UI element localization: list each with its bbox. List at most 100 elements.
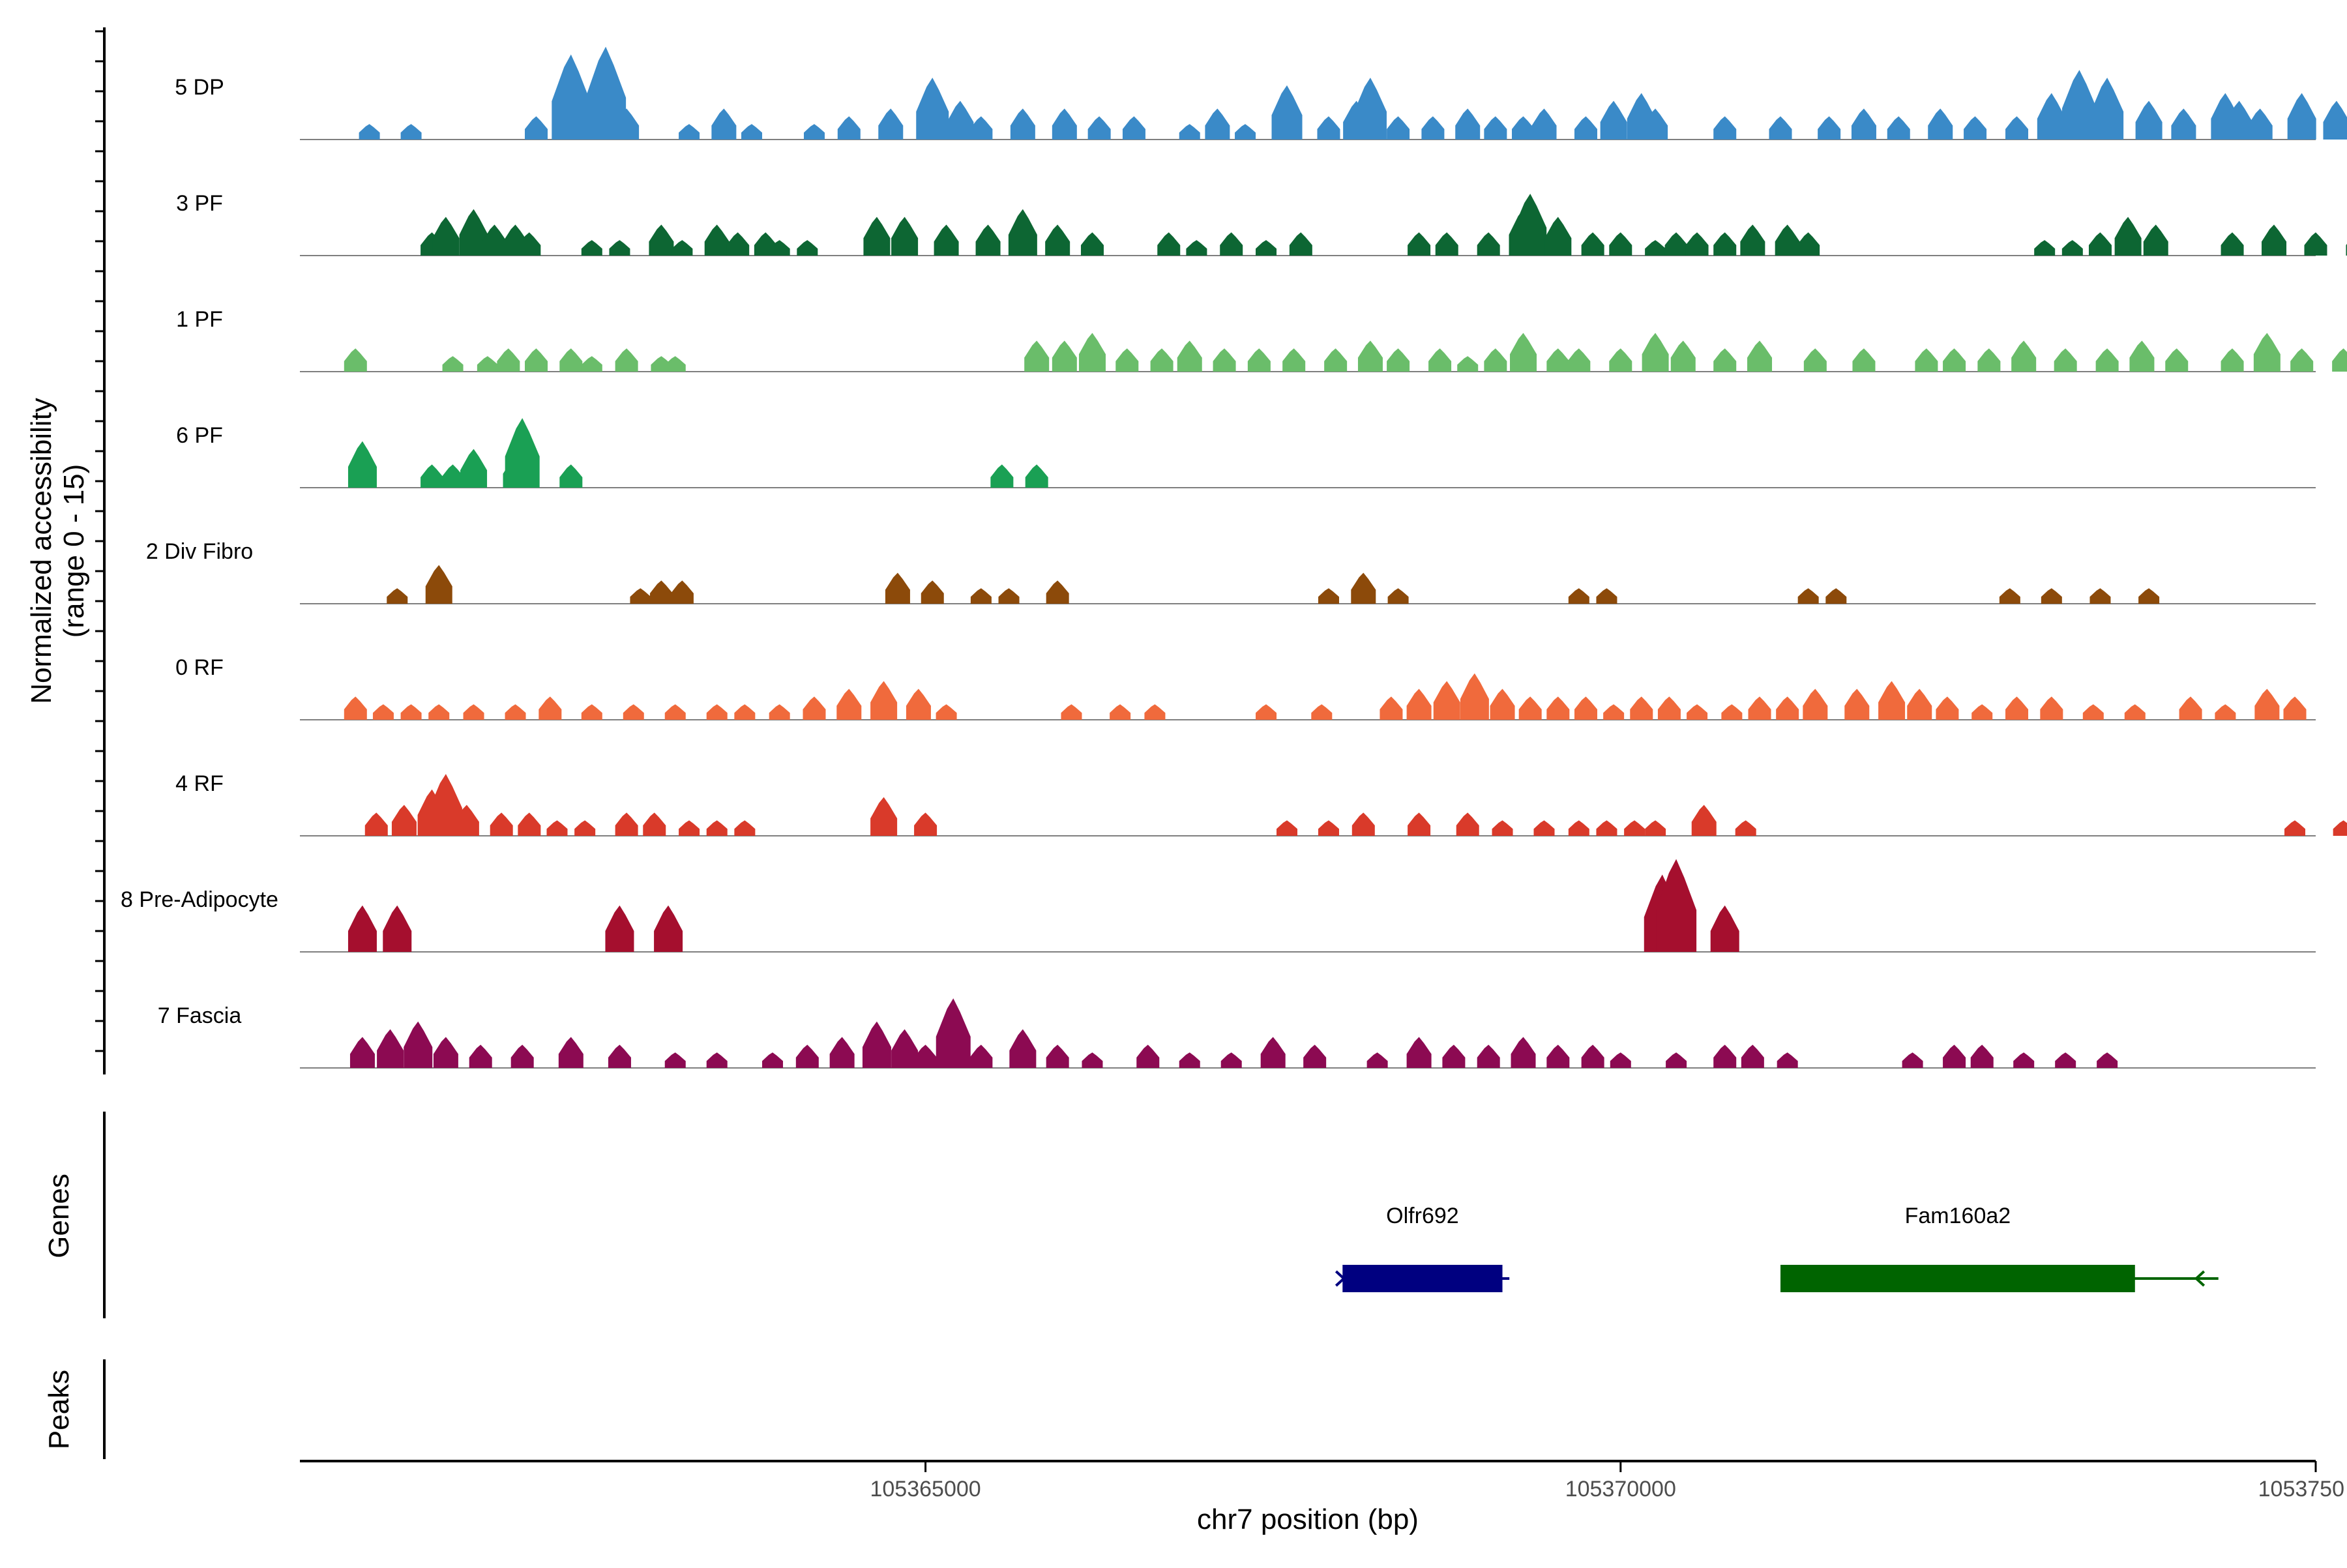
coverage-peak bbox=[1087, 116, 1111, 140]
coverage-peak bbox=[649, 580, 673, 604]
coverage-peak bbox=[1150, 348, 1174, 372]
strand-arrow bbox=[1335, 1270, 1346, 1287]
coverage-peak bbox=[1428, 348, 1452, 372]
coverage-peak bbox=[1776, 696, 1799, 720]
track-7-fascia: 7 Fascia bbox=[158, 998, 2316, 1069]
coverage-peak bbox=[649, 224, 674, 256]
coverage-peak bbox=[2061, 240, 2083, 256]
coverage-peak bbox=[2124, 704, 2146, 720]
coverage-peak bbox=[1936, 696, 1959, 720]
coverage-peak bbox=[706, 820, 728, 836]
coverage-peak bbox=[863, 216, 891, 256]
coverage-peak bbox=[559, 464, 583, 488]
coverage-peak bbox=[2138, 588, 2160, 604]
coverage-peak bbox=[711, 108, 737, 140]
coverage-peak bbox=[1546, 1044, 1570, 1068]
coverage-peak bbox=[1046, 580, 1069, 604]
coverage-peak bbox=[404, 1021, 433, 1068]
coverage-peak bbox=[1943, 348, 1966, 372]
gene-annotations: Olfr692 Fam160a2 bbox=[1335, 1204, 2219, 1292]
coverage-peak bbox=[1735, 820, 1756, 836]
coverage-peak bbox=[969, 1044, 993, 1068]
coverage-peak bbox=[2089, 588, 2111, 604]
coverage-peak bbox=[1596, 820, 1617, 836]
coverage-peak bbox=[1596, 588, 1617, 604]
coverage-peak bbox=[552, 54, 591, 140]
coverage-peak bbox=[1144, 704, 1166, 720]
coverage-peak bbox=[1531, 108, 1557, 140]
coverage-peak bbox=[1008, 209, 1037, 256]
coverage-peak bbox=[1685, 232, 1709, 256]
coverage-peak bbox=[1421, 116, 1445, 140]
coverage-peak bbox=[525, 348, 548, 372]
coverage-peak bbox=[608, 1044, 631, 1068]
coverage-peak bbox=[518, 812, 541, 836]
coverage-peak bbox=[914, 1044, 937, 1068]
coverage-peak bbox=[734, 820, 756, 836]
coverage-peak bbox=[1797, 588, 1819, 604]
track-label: 6 PF bbox=[176, 423, 223, 448]
coverage-peak bbox=[1844, 688, 1870, 720]
coverage-peak bbox=[2171, 108, 2196, 140]
coverage-peak bbox=[734, 704, 756, 720]
coverage-peak bbox=[1271, 85, 1303, 140]
gene-olfr692: Olfr692 bbox=[1335, 1204, 1510, 1292]
coverage-peak bbox=[1186, 240, 1207, 256]
coverage-peak bbox=[1324, 348, 1348, 372]
gene-fam160a2: Fam160a2 bbox=[1780, 1204, 2219, 1292]
coverage-peak bbox=[359, 124, 380, 140]
coverage-peak bbox=[1568, 588, 1589, 604]
coverage-peak bbox=[2304, 232, 2327, 256]
coverage-peak bbox=[425, 565, 452, 604]
coverage-peak bbox=[2091, 78, 2124, 140]
coverage-peak bbox=[525, 116, 548, 140]
coverage-peak bbox=[1512, 116, 1535, 140]
coverage-peak bbox=[1213, 348, 1236, 372]
coverage-peak bbox=[1533, 820, 1555, 836]
coverage-peak bbox=[670, 580, 694, 604]
coverage-peak bbox=[1052, 340, 1077, 372]
coverage-peak bbox=[803, 696, 826, 720]
coverage-peak bbox=[921, 580, 944, 604]
coverage-peak bbox=[2040, 696, 2063, 720]
coverage-peak bbox=[347, 441, 377, 488]
coverage-peak bbox=[970, 588, 992, 604]
coverage-peak bbox=[914, 812, 937, 836]
coverage-peak bbox=[1380, 696, 1403, 720]
coverage-peak bbox=[679, 820, 700, 836]
coverage-peak bbox=[2332, 348, 2347, 372]
coverage-peak bbox=[2082, 704, 2104, 720]
coverage-peak bbox=[454, 805, 479, 836]
coverage-peak bbox=[2284, 820, 2306, 836]
coverage-peak bbox=[1046, 1044, 1069, 1068]
coverage-peak bbox=[460, 449, 488, 488]
coverage-peak bbox=[1460, 673, 1489, 720]
coverage-peak bbox=[1179, 124, 1200, 140]
coverage-peak bbox=[1907, 688, 1932, 720]
track-label: 4 RF bbox=[175, 771, 224, 796]
coverage-peak bbox=[364, 812, 388, 836]
coverage-peak bbox=[1387, 588, 1409, 604]
coverage-peak bbox=[1351, 572, 1376, 604]
coverage-peak bbox=[2054, 348, 2077, 372]
coverage-peak bbox=[643, 812, 666, 836]
coverage-peak bbox=[1387, 116, 1410, 140]
coverage-peak bbox=[469, 1044, 492, 1068]
gene-label: Olfr692 bbox=[1386, 1204, 1459, 1228]
track-label: 8 Pre-Adipocyte bbox=[121, 887, 278, 912]
coverage-peak bbox=[1713, 116, 1737, 140]
coverage-peak bbox=[1177, 340, 1202, 372]
coverage-peak bbox=[510, 1044, 534, 1068]
coverage-peak bbox=[1581, 232, 1604, 256]
coverage-peak bbox=[1009, 1029, 1037, 1068]
coverage-peak bbox=[1205, 108, 1230, 140]
coverage-peak bbox=[387, 588, 408, 604]
coverage-peak bbox=[1256, 240, 1277, 256]
coverage-peak bbox=[2037, 93, 2066, 140]
coverage-peak bbox=[1456, 812, 1479, 836]
coverage-peak bbox=[1624, 820, 1646, 836]
coverage-peak bbox=[459, 209, 488, 256]
coverage-peak bbox=[1408, 812, 1431, 836]
coverage-peak bbox=[585, 46, 627, 140]
coverage-peak bbox=[2179, 696, 2202, 720]
